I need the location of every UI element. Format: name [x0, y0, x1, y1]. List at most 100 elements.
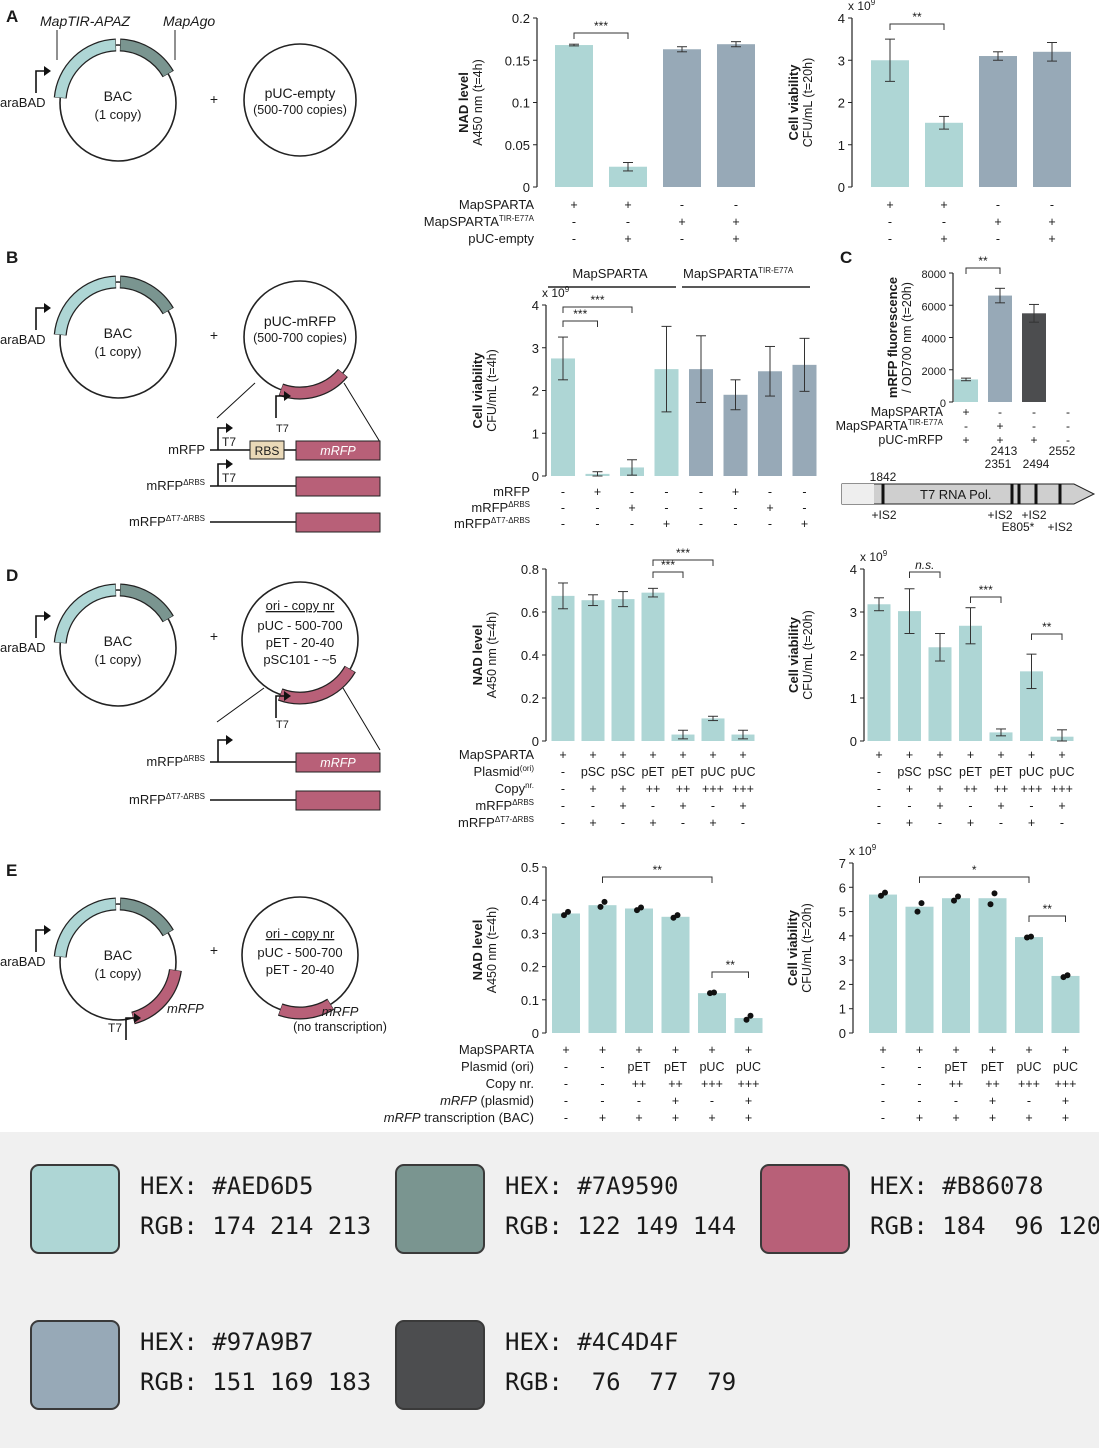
chart-D-NAD: 0 0.2 0.4 0.6 0.8 NAD level A450 nm (t=4h) ****… [470, 546, 756, 830]
significance-label: n.s. [915, 558, 934, 572]
row-label: MapSPARTATIR-E77A [836, 418, 944, 433]
table-cell: + [739, 748, 746, 762]
significance-label: ** [1043, 902, 1053, 916]
table-cell: + [906, 748, 913, 762]
y-tick-label: 0.15 [505, 53, 530, 68]
y-axis-subtitle: A450 nm (t=4h) [471, 59, 485, 146]
table-cell: - [888, 232, 892, 246]
data-point [882, 889, 888, 896]
zoom-line [343, 382, 381, 443]
arrow-head [134, 1013, 141, 1023]
table-cell: + [619, 782, 626, 796]
table-cell: + [708, 1111, 715, 1125]
significance-bracket [889, 23, 945, 30]
table-cell: + [589, 748, 596, 762]
data-point [743, 1016, 750, 1023]
swatch-hex: HEX: #B86078 [870, 1172, 1044, 1200]
table-cell: + [962, 433, 969, 447]
plasmid-copy: (500-700 copies) [253, 103, 347, 117]
table-cell: - [699, 517, 703, 531]
table-cell: - [877, 782, 881, 796]
mrfp-gene-box [295, 752, 381, 773]
significance-bracket [1028, 915, 1066, 922]
mutation-position: 1842 [870, 470, 897, 484]
y-tick-label: 0.5 [521, 860, 539, 875]
y-axis-subtitle: CFU/mL (t=20h) [801, 610, 815, 700]
y-tick-label: 2 [838, 96, 845, 111]
table-cell: - [561, 485, 565, 499]
row-label: MapSPARTA [459, 1042, 534, 1057]
table-cell: - [996, 198, 1000, 212]
gene-mrfp-bac-fill [131, 969, 181, 1023]
bac-copy: (1 copy) [95, 966, 142, 981]
significance-label: *** [979, 583, 993, 597]
t7-label: T7 [276, 719, 289, 731]
table-cell: ++ [646, 782, 661, 796]
y-tick-label: 0 [532, 1026, 539, 1041]
table-cell: - [954, 1094, 958, 1108]
gene-label-mrfp: mRFP [167, 1001, 204, 1016]
mutation-note: +IS2 [1021, 508, 1046, 522]
significance-label: *** [676, 546, 690, 560]
gene-maptir-apaz-fill [55, 39, 116, 99]
table-cell: + [1062, 1094, 1069, 1108]
table-cell: + [739, 799, 746, 813]
gene-mapago-fill [120, 39, 173, 77]
table-cell: + [875, 748, 882, 762]
significance-bracket [970, 596, 1002, 603]
table-cell: - [881, 1077, 885, 1091]
bac-name: BAC [104, 633, 133, 649]
table-cell: + [672, 1043, 679, 1057]
swatch-rgb: RGB: 76 77 79 [505, 1368, 737, 1396]
table-cell: ++ [676, 782, 691, 796]
ori-title: ori - copy nr [266, 926, 335, 941]
bar [867, 604, 891, 741]
data-point [561, 912, 567, 919]
bar [609, 166, 647, 187]
table-cell: - [572, 232, 576, 246]
table-cell: - [768, 485, 772, 499]
data-point [991, 890, 998, 897]
table-cell: + [628, 501, 635, 515]
table-cell: + [1028, 748, 1035, 762]
swatch-color-box [30, 1320, 120, 1410]
table-cell: + [906, 816, 913, 830]
significance-label: ** [1042, 620, 1052, 634]
row-label: Plasmid(ori) [474, 764, 535, 779]
bar [555, 45, 593, 187]
table-cell: - [907, 799, 911, 813]
row-label: MapSPARTA [871, 405, 944, 419]
y-axis-subtitle: A450 nm (t=4h) [485, 612, 499, 699]
row-label: mRFPΔRBS [475, 798, 534, 813]
group-label: MapSPARTATIR-E77A [683, 266, 794, 281]
table-cell: + [589, 782, 596, 796]
table-cell: + [936, 782, 943, 796]
ori-line: pUC - 500-700 [257, 618, 342, 633]
table-cell: + [1058, 799, 1065, 813]
data-point [601, 898, 608, 905]
bar [942, 898, 970, 1033]
row-label: MapSPARTATIR-E77A [424, 214, 535, 229]
table-cell: + [801, 517, 808, 531]
row-label: mRFPΔT7-ΔRBS [458, 815, 534, 830]
t7-label: T7 [276, 423, 289, 435]
table-cell: pET [664, 1060, 687, 1074]
zoom-line [216, 687, 265, 723]
swatch-color-box [30, 1164, 120, 1254]
table-cell: - [561, 816, 565, 830]
table-cell: pUC [700, 765, 725, 779]
swatch-color-box [760, 1164, 850, 1254]
panel-letter-a: A [6, 7, 18, 26]
table-cell: + [619, 748, 626, 762]
table-cell: + [967, 816, 974, 830]
significance-label: *** [573, 307, 587, 321]
table-cell: + [1048, 215, 1055, 229]
bar [988, 295, 1012, 402]
table-cell: - [998, 405, 1002, 419]
bar [989, 732, 1013, 741]
y-tick-label: 3 [838, 53, 845, 68]
swatch-color-box [395, 1164, 485, 1254]
gene-name: mRFP [320, 444, 356, 458]
construct-label: mRFPΔRBS [146, 754, 205, 769]
table-cell: - [561, 782, 565, 796]
